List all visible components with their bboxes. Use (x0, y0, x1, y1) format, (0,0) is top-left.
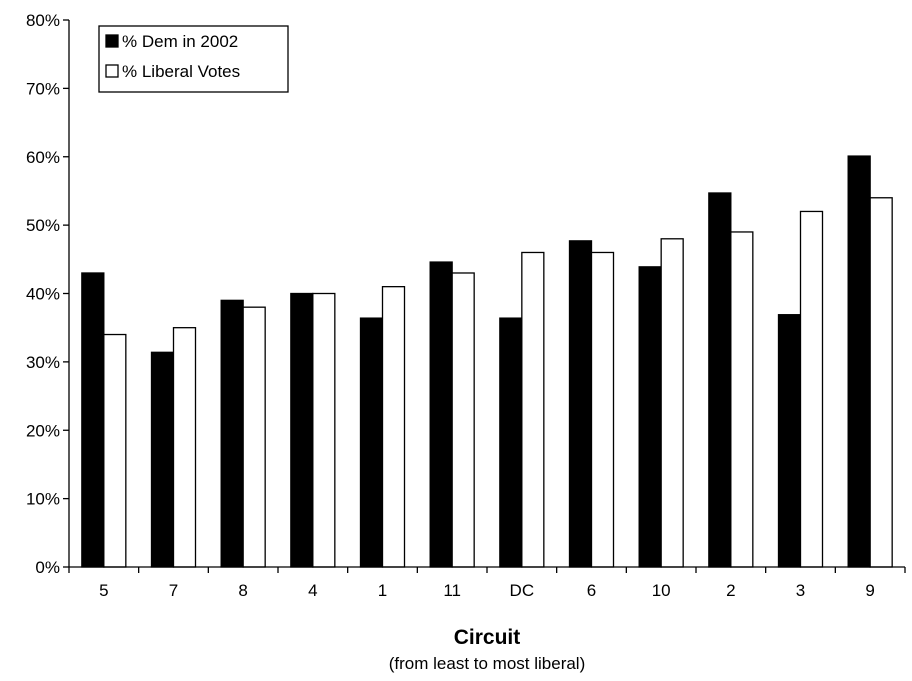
bar-liberal-votes-5 (103, 333, 127, 568)
bar-dem-2002-5 (81, 272, 105, 568)
x-tick-label-3: 3 (796, 581, 805, 600)
bar-dem-2002-8 (220, 299, 244, 568)
bar-dem-2002-10 (638, 266, 662, 568)
legend-label-liberal-votes: % Liberal Votes (122, 62, 240, 81)
x-tick-label-8: 8 (238, 581, 247, 600)
legend-box (98, 25, 289, 93)
x-tick-label-6: 6 (587, 581, 596, 600)
x-tick-label-2: 2 (726, 581, 735, 600)
y-tick-label: 50% (26, 216, 60, 235)
y-tick-label: 10% (26, 490, 60, 509)
bar-dem-2002-7 (150, 351, 175, 568)
bar-dem-2002-4 (290, 292, 314, 568)
y-tick-label: 70% (26, 79, 60, 98)
bar-liberal-votes-2 (730, 231, 754, 568)
bar-liberal-votes-3 (799, 210, 824, 568)
x-tick-label-11: 11 (443, 581, 461, 600)
y-tick-label: 30% (26, 353, 60, 372)
y-tick-label: 80% (26, 11, 60, 30)
bar-liberal-votes-9 (869, 197, 893, 568)
plot-area (81, 155, 893, 568)
bar-dem-2002-3 (777, 314, 802, 568)
bar-liberal-votes-1 (381, 286, 406, 568)
y-tick-label: 60% (26, 148, 60, 167)
bar-liberal-votes-10 (660, 238, 684, 568)
y-axis: 0% 10% 20% 30% 40% 50% 60% 70% 80% (26, 11, 70, 577)
x-tick-label-10: 10 (652, 581, 671, 600)
bar-liberal-votes-4 (312, 292, 336, 568)
bar-liberal-votes-11 (451, 272, 475, 568)
bar-dem-2002-2 (708, 192, 732, 568)
bar-dem-2002-1 (359, 317, 384, 568)
x-tick-label-4: 4 (308, 581, 317, 600)
x-axis-title: Circuit (454, 626, 521, 649)
x-tick-label-DC: DC (510, 581, 535, 600)
bar-dem-2002-11 (429, 261, 453, 568)
bar-liberal-votes-8 (242, 306, 266, 568)
bar-dem-2002-DC (499, 317, 523, 568)
bar-liberal-votes-DC (521, 251, 545, 568)
bar-liberal-votes-6 (590, 251, 615, 568)
y-tick-label: 0% (35, 558, 60, 577)
legend-label-dem-2002: % Dem in 2002 (122, 32, 238, 51)
x-axis: 5 7 8 4 1 11 DC 6 10 2 3 9 (68, 566, 906, 600)
x-tick-label-9: 9 (865, 581, 874, 600)
legend-swatch-liberal-votes (105, 64, 119, 78)
x-tick-label-7: 7 (169, 581, 178, 600)
y-tick-label: 20% (26, 421, 60, 440)
x-tick-label-5: 5 (99, 581, 108, 600)
bar-liberal-votes-7 (172, 327, 197, 568)
legend-swatch-dem-2002 (105, 34, 119, 48)
legend: % Dem in 2002 % Liberal Votes (98, 25, 289, 93)
x-axis-subtitle: (from least to most liberal) (389, 654, 586, 673)
bar-dem-2002-9 (847, 155, 871, 568)
x-tick-label-1: 1 (378, 581, 387, 600)
y-tick-label: 40% (26, 285, 60, 304)
bar-dem-2002-6 (568, 240, 593, 568)
